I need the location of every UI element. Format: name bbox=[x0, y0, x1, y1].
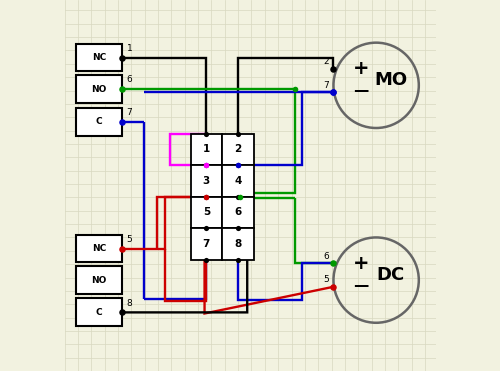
Point bbox=[202, 194, 210, 200]
Text: 6: 6 bbox=[323, 252, 329, 261]
Point bbox=[202, 225, 210, 231]
Text: 3: 3 bbox=[203, 176, 210, 186]
Text: 7: 7 bbox=[202, 239, 210, 249]
Text: +: + bbox=[353, 59, 370, 78]
Text: 6: 6 bbox=[234, 207, 242, 217]
Text: 2: 2 bbox=[234, 144, 242, 154]
Point bbox=[202, 131, 210, 137]
Text: NO: NO bbox=[91, 276, 106, 285]
Point bbox=[234, 225, 242, 231]
Point bbox=[234, 162, 242, 168]
Point bbox=[202, 257, 210, 263]
Point bbox=[202, 162, 210, 168]
Point bbox=[330, 89, 338, 95]
Text: —: — bbox=[354, 83, 369, 98]
Point bbox=[330, 89, 338, 95]
Text: DC: DC bbox=[377, 266, 405, 283]
Bar bbox=[222, 134, 254, 165]
Bar bbox=[222, 228, 254, 260]
Point bbox=[290, 86, 298, 92]
Text: 7: 7 bbox=[323, 81, 329, 89]
Point bbox=[202, 194, 210, 200]
Text: C: C bbox=[96, 117, 102, 126]
Point bbox=[234, 257, 242, 263]
Text: +: + bbox=[353, 254, 370, 273]
Point bbox=[330, 66, 338, 72]
Text: C: C bbox=[96, 308, 102, 317]
Text: NC: NC bbox=[92, 244, 106, 253]
Text: MO: MO bbox=[374, 71, 408, 89]
Bar bbox=[190, 134, 222, 165]
Point bbox=[236, 194, 244, 200]
Bar bbox=[76, 234, 122, 263]
Text: 7: 7 bbox=[126, 108, 132, 117]
Bar bbox=[222, 197, 254, 228]
Text: 6: 6 bbox=[126, 75, 132, 84]
Bar bbox=[76, 75, 122, 103]
Text: 5: 5 bbox=[203, 207, 210, 217]
Bar bbox=[222, 165, 254, 197]
Text: 2: 2 bbox=[323, 57, 328, 66]
Bar bbox=[76, 266, 122, 294]
Point bbox=[118, 246, 126, 252]
Bar bbox=[76, 108, 122, 136]
Text: NO: NO bbox=[91, 85, 106, 93]
Text: 1: 1 bbox=[126, 44, 132, 53]
Text: NC: NC bbox=[92, 53, 106, 62]
Point bbox=[234, 162, 242, 168]
Bar bbox=[190, 228, 222, 260]
Point bbox=[118, 309, 126, 315]
Point bbox=[234, 194, 242, 200]
Text: 5: 5 bbox=[126, 235, 132, 244]
Text: 8: 8 bbox=[126, 299, 132, 308]
Bar bbox=[76, 298, 122, 326]
Bar bbox=[190, 197, 222, 228]
Point bbox=[118, 86, 126, 92]
Point bbox=[118, 119, 126, 125]
Text: 4: 4 bbox=[234, 176, 242, 186]
Point bbox=[118, 55, 126, 60]
Text: 5: 5 bbox=[323, 275, 329, 284]
Text: 1: 1 bbox=[203, 144, 210, 154]
Point bbox=[330, 284, 338, 290]
Point bbox=[202, 162, 210, 168]
Bar bbox=[190, 165, 222, 197]
Text: —: — bbox=[354, 278, 369, 293]
Point bbox=[234, 131, 242, 137]
Bar bbox=[76, 44, 122, 72]
Point bbox=[330, 260, 338, 266]
Text: 8: 8 bbox=[234, 239, 242, 249]
